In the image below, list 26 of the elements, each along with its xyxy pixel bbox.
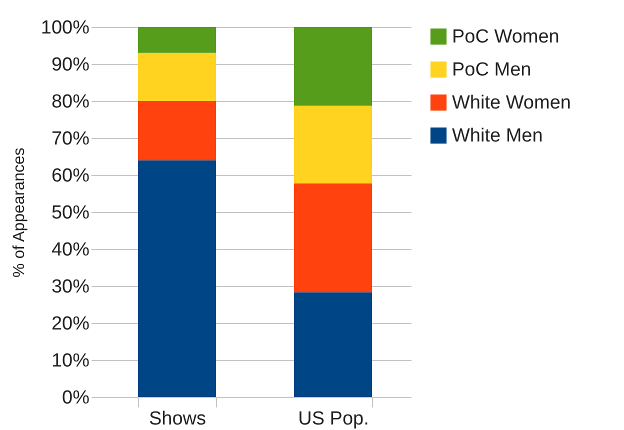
- y-tick-label: 20%: [51, 314, 90, 334]
- y-tick-label: 100%: [40, 18, 90, 38]
- y-tick-label: 80%: [51, 92, 90, 112]
- legend-label: White Men: [452, 126, 543, 146]
- y-tick-label: 10%: [51, 350, 90, 372]
- y-tick-label: 30%: [51, 276, 90, 298]
- bar: [294, 184, 372, 292]
- legend-label: White Women: [452, 92, 571, 114]
- bar: [138, 27, 216, 53]
- bar: [294, 27, 372, 106]
- y-tick-label: 0%: [62, 388, 90, 408]
- y-tick-label: 60%: [51, 166, 90, 186]
- y-tick-label: 40%: [51, 240, 90, 260]
- y-tick-label: 50%: [51, 202, 90, 224]
- y-tick-label: 70%: [51, 128, 90, 150]
- bar: [294, 106, 372, 184]
- y-axis-title: % of Appearances: [10, 148, 28, 278]
- bar: [138, 160, 216, 397]
- bar: [294, 292, 372, 397]
- bar: [138, 52, 216, 101]
- x-tick-label: Shows: [148, 408, 206, 430]
- legend-label: PoC Women: [452, 26, 560, 48]
- x-tick-label: US Pop.: [298, 408, 369, 430]
- bar: [138, 101, 216, 160]
- legend-label: PoC Men: [452, 60, 532, 80]
- y-tick-label: 90%: [51, 54, 90, 76]
